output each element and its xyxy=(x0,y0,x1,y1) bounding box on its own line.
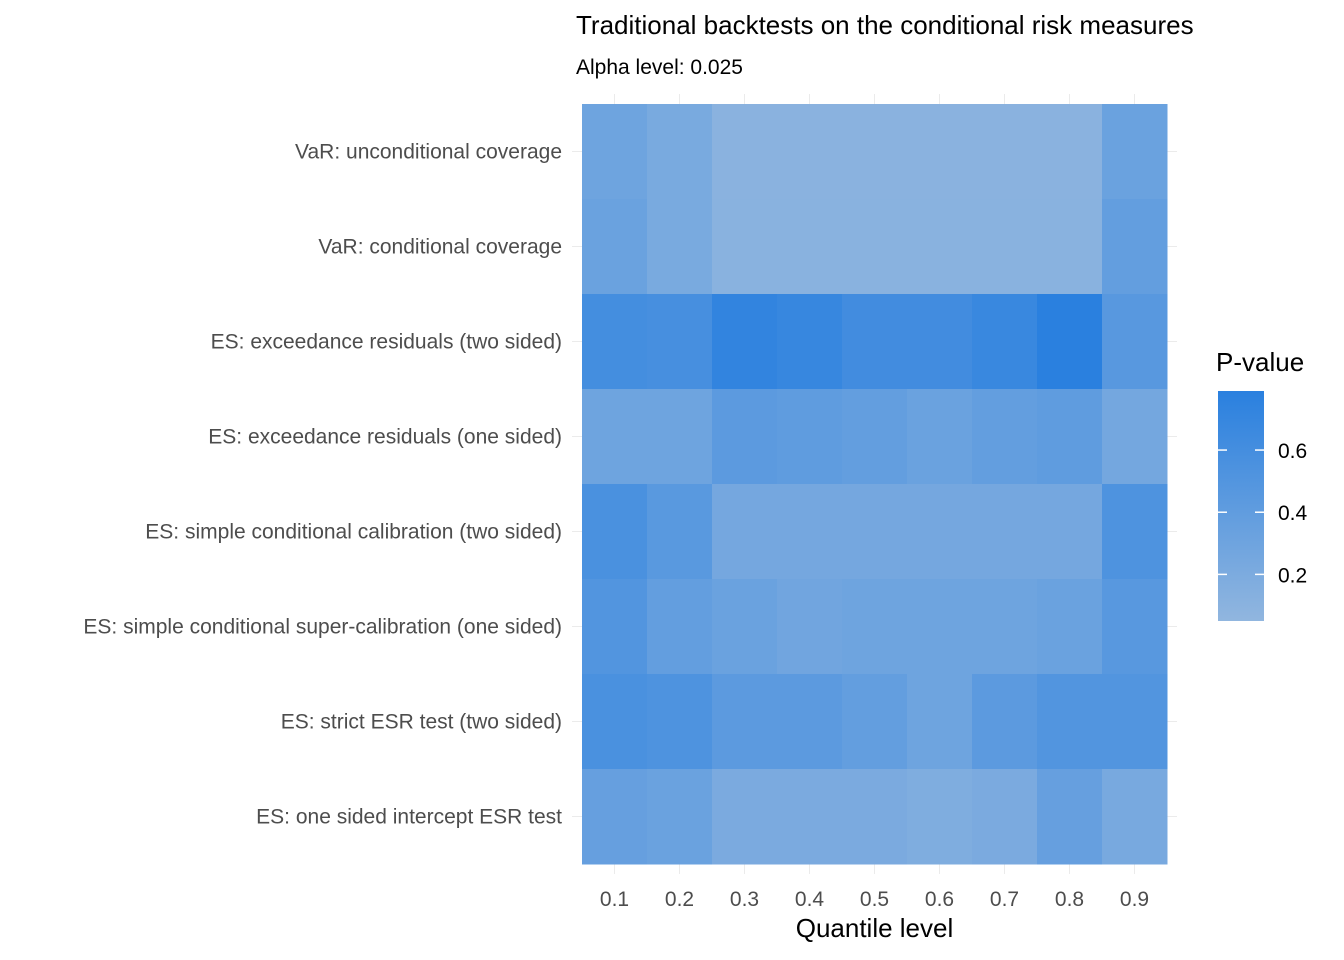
heatmap-cell xyxy=(842,104,908,200)
heatmap-cell xyxy=(1102,484,1168,580)
x-tick-label: 0.8 xyxy=(1055,888,1084,911)
x-tick-label: 0.1 xyxy=(600,888,629,911)
heatmap-cell xyxy=(777,389,843,485)
x-axis-label: Quantile level xyxy=(795,913,954,943)
heatmap-cell xyxy=(582,484,648,580)
chart-subtitle: Alpha level: 0.025 xyxy=(576,56,743,79)
heatmap-cell xyxy=(1102,579,1168,675)
heatmap-cell xyxy=(777,674,843,770)
y-tick-label: ES: exceedance residuals (one sided) xyxy=(208,426,562,449)
heatmap-cell xyxy=(1037,389,1103,485)
heatmap-cell xyxy=(1037,199,1103,295)
heatmap-cell xyxy=(582,579,648,675)
heatmap-cell xyxy=(777,579,843,675)
heatmap-cell xyxy=(647,579,713,675)
y-tick-label: ES: simple conditional super-calibration… xyxy=(83,616,562,639)
heatmap-cell xyxy=(1037,674,1103,770)
heatmap-cell xyxy=(907,579,973,675)
heatmap-cell xyxy=(907,769,973,865)
heatmap-cell xyxy=(907,104,973,200)
y-tick-label: VaR: conditional coverage xyxy=(318,236,562,259)
legend-colorbar xyxy=(1218,391,1264,621)
x-tick-label: 0.2 xyxy=(665,888,694,911)
heatmap-cell xyxy=(972,389,1038,485)
heatmap-cell xyxy=(647,294,713,390)
heatmap-cell xyxy=(712,294,778,390)
y-tick-label: ES: strict ESR test (two sided) xyxy=(281,711,562,734)
heatmap-cell xyxy=(1037,104,1103,200)
heatmap-cell xyxy=(712,674,778,770)
heatmap-cell xyxy=(712,104,778,200)
legend-label: 0.2 xyxy=(1278,564,1307,587)
heatmap-cell xyxy=(712,199,778,295)
heatmap-cell xyxy=(1102,674,1168,770)
heatmap-cell xyxy=(777,104,843,200)
x-tick-label: 0.7 xyxy=(990,888,1019,911)
heatmap-cell xyxy=(647,389,713,485)
heatmap-cell xyxy=(647,674,713,770)
heatmap-cell xyxy=(647,769,713,865)
heatmap-cell xyxy=(1102,294,1168,390)
heatmap-cell xyxy=(582,294,648,390)
heatmap-cell xyxy=(1037,769,1103,865)
heatmap-cell xyxy=(712,769,778,865)
heatmap-cell xyxy=(1102,389,1168,485)
chart-title: Traditional backtests on the conditional… xyxy=(576,10,1194,40)
heatmap-cell xyxy=(712,579,778,675)
y-tick-label: VaR: unconditional coverage xyxy=(295,141,562,164)
heatmap-cell xyxy=(647,484,713,580)
x-tick-label: 0.3 xyxy=(730,888,759,911)
heatmap-cell xyxy=(582,104,648,200)
y-tick-label: ES: one sided intercept ESR test xyxy=(256,806,562,829)
heatmap-cell xyxy=(777,199,843,295)
heatmap-cell xyxy=(842,484,908,580)
heatmap-cell xyxy=(972,104,1038,200)
heatmap-cell xyxy=(647,199,713,295)
x-tick-label: 0.6 xyxy=(925,888,954,911)
heatmap-cell xyxy=(972,294,1038,390)
heatmap-cell xyxy=(842,294,908,390)
heatmap-cell xyxy=(907,389,973,485)
legend-label: 0.6 xyxy=(1278,440,1307,463)
heatmap-cell xyxy=(777,484,843,580)
heatmap-cell xyxy=(712,484,778,580)
heatmap-cell xyxy=(582,769,648,865)
heatmap-cell xyxy=(1102,104,1168,200)
heatmap-cell xyxy=(582,199,648,295)
heatmap-cell xyxy=(777,769,843,865)
heatmap-cell xyxy=(907,294,973,390)
heatmap-cell xyxy=(842,389,908,485)
heatmap-cell xyxy=(907,674,973,770)
y-tick-label: ES: exceedance residuals (two sided) xyxy=(211,331,562,354)
heatmap-cell xyxy=(842,674,908,770)
heatmap-cell xyxy=(972,199,1038,295)
heatmap-cell xyxy=(1037,579,1103,675)
heatmap-cell xyxy=(647,104,713,200)
legend-title: P-value xyxy=(1216,347,1305,377)
legend-label: 0.4 xyxy=(1278,502,1308,525)
y-tick-label: ES: simple conditional calibration (two … xyxy=(145,521,562,544)
heatmap-cell xyxy=(842,199,908,295)
heatmap-cell xyxy=(777,294,843,390)
heatmap-cell xyxy=(972,769,1038,865)
x-tick-label: 0.5 xyxy=(860,888,889,911)
heatmap-cell xyxy=(1037,294,1103,390)
heatmap-cell xyxy=(582,674,648,770)
x-tick-label: 0.9 xyxy=(1120,888,1149,911)
heatmap-cell xyxy=(1037,484,1103,580)
heatmap-cell xyxy=(1102,199,1168,295)
heatmap-cell xyxy=(972,674,1038,770)
heatmap-cell xyxy=(842,769,908,865)
heatmap-cell xyxy=(712,389,778,485)
heatmap-cell xyxy=(1102,769,1168,865)
x-tick-label: 0.4 xyxy=(795,888,825,911)
heatmap-cell xyxy=(972,484,1038,580)
heatmap-cell xyxy=(842,579,908,675)
heatmap-cell xyxy=(907,199,973,295)
heatmap-cell xyxy=(907,484,973,580)
heatmap-cell xyxy=(582,389,648,485)
heatmap-cell xyxy=(972,579,1038,675)
